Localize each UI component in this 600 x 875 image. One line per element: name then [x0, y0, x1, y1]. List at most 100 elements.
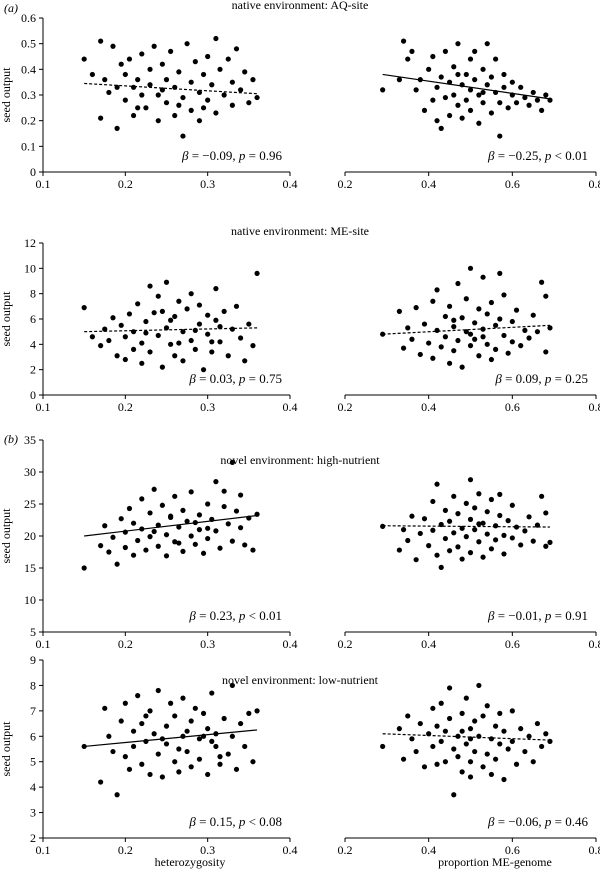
data-point: [98, 779, 104, 785]
data-point: [139, 340, 145, 346]
data-point: [139, 761, 145, 767]
data-point: [480, 100, 486, 106]
data-point: [480, 89, 486, 96]
y-tick-label: 0.5: [21, 37, 36, 51]
data-point: [217, 339, 223, 345]
data-point: [122, 356, 128, 363]
data-point: [221, 503, 227, 510]
y-tick-label: 35: [24, 433, 36, 447]
data-point: [467, 477, 474, 483]
data-point: [151, 43, 157, 49]
data-point: [213, 743, 219, 750]
data-point: [442, 313, 448, 320]
x-tick-label: 0.4: [283, 400, 298, 414]
data-point: [417, 530, 423, 537]
data-point: [442, 507, 448, 513]
data-point: [442, 334, 448, 340]
data-point: [118, 61, 124, 67]
data-point: [155, 543, 161, 549]
data-point: [180, 94, 186, 101]
data-point: [472, 748, 478, 755]
stat-annotation: β = −0.01, p = 0.91: [487, 608, 588, 623]
trend-line: [382, 525, 550, 528]
data-point: [421, 516, 428, 522]
data-point: [200, 367, 207, 373]
data-point: [493, 56, 499, 62]
scatter-panel: 0.2 0.4 0.6 0.8 β = −0.25, p < 0.01: [338, 38, 600, 191]
data-point: [543, 293, 549, 299]
data-point: [110, 748, 116, 755]
data-point: [217, 66, 223, 72]
data-point: [200, 71, 207, 78]
data-point: [205, 771, 211, 778]
data-point: [467, 56, 474, 62]
data-point: [438, 344, 444, 350]
data-point: [480, 334, 486, 340]
data-point: [110, 534, 116, 540]
data-point: [484, 41, 490, 47]
data-point: [168, 341, 174, 347]
data-point: [513, 100, 520, 106]
data-point: [209, 349, 215, 355]
data-point: [106, 89, 112, 96]
data-point: [455, 71, 461, 78]
x-tick-label: 0.2: [118, 637, 133, 651]
data-point: [467, 343, 474, 349]
data-point: [81, 56, 87, 62]
data-point: [205, 501, 211, 507]
data-point: [522, 528, 528, 534]
data-point: [417, 351, 423, 358]
data-point: [409, 736, 415, 742]
y-tick-label: 0.4: [21, 62, 36, 76]
scatter-panel: 0.2 0.4 0.6 0.8 β = 0.09, p = 0.25: [338, 265, 600, 414]
data-point: [509, 708, 515, 714]
data-point: [513, 307, 520, 313]
data-point: [233, 46, 240, 52]
data-point: [505, 518, 511, 524]
data-point: [176, 746, 182, 752]
data-point: [488, 736, 495, 742]
data-point: [497, 512, 503, 519]
data-point: [188, 764, 194, 770]
data-point: [488, 356, 495, 363]
data-point: [426, 340, 432, 346]
data-point: [135, 77, 141, 83]
y-tick-label: 0: [30, 165, 36, 179]
data-point: [172, 539, 178, 545]
panel-title: native environment: AQ-site: [232, 0, 369, 12]
data-point: [438, 74, 444, 80]
x-tick-label: 0.1: [36, 637, 51, 651]
data-point: [188, 107, 194, 113]
x-tick-label: 0.4: [421, 400, 436, 414]
data-point: [476, 306, 482, 312]
stat-annotation: β = 0.15, p < 0.08: [188, 814, 282, 829]
data-point: [238, 720, 244, 727]
y-tick-label: 7: [30, 704, 36, 718]
data-point: [472, 718, 478, 724]
data-point: [102, 523, 108, 529]
data-point: [459, 315, 465, 321]
data-point: [451, 317, 457, 323]
data-point: [467, 107, 474, 113]
y-tick-label: 25: [24, 497, 36, 511]
data-point: [451, 64, 457, 70]
y-tick-label: 0: [30, 388, 36, 402]
data-point: [192, 705, 198, 711]
data-point: [543, 349, 549, 355]
data-point: [497, 270, 503, 276]
data-point: [467, 759, 474, 765]
x-tick-label: 0.1: [36, 400, 51, 414]
x-tick-label: 0.6: [505, 843, 520, 857]
y-tick-label: 2: [30, 363, 36, 377]
data-point: [163, 553, 170, 559]
data-point: [488, 496, 495, 503]
data-point: [135, 105, 141, 111]
data-point: [438, 125, 444, 131]
data-point: [430, 53, 436, 60]
data-point: [409, 48, 415, 54]
data-point: [526, 335, 532, 341]
data-point: [229, 733, 235, 739]
y-tick-label: 8: [30, 287, 36, 301]
data-point: [413, 748, 419, 755]
data-point: [413, 557, 419, 563]
